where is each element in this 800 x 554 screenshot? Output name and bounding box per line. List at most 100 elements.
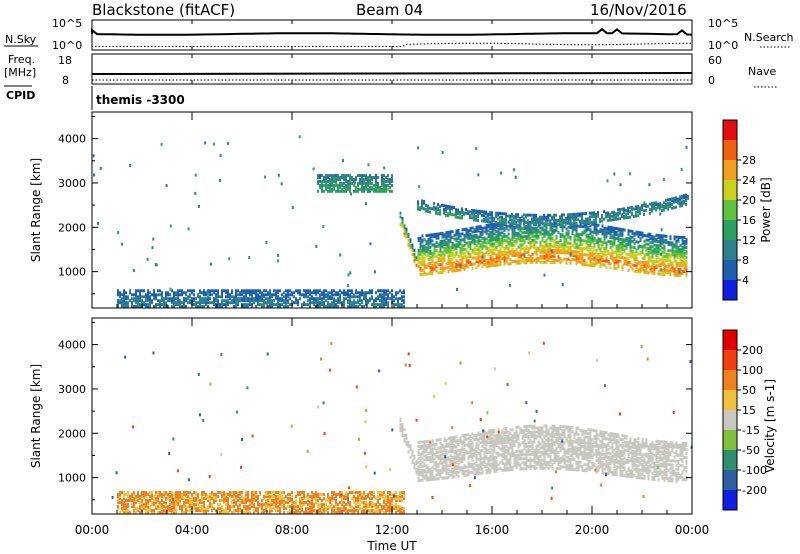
- power-cell-main-ionospheric-band: [531, 258, 534, 262]
- velocity-cell-near-range-scatter: [373, 505, 375, 509]
- power-cell-e-f-layer-scatter: [377, 185, 379, 189]
- velocity-cell-ground-scatter: [443, 439, 446, 443]
- power-cell-near-range-scatter: [327, 293, 329, 297]
- power-cell-e-f-layer-scatter: [345, 176, 347, 179]
- power-cell-main-ionospheric-band: [433, 245, 436, 249]
- power-cell-upper-band: [425, 204, 427, 207]
- power-cell-e-f-layer-scatter: [335, 189, 337, 193]
- power-cell-main-ionospheric-band: [403, 229, 406, 233]
- power-cell-near-range-scatter: [219, 303, 221, 307]
- power-cell-near-range-scatter: [343, 289, 345, 293]
- power-cell-near-range-scatter: [349, 301, 351, 305]
- velocity-cell-near-range-scatter: [147, 499, 149, 502]
- power-cell-near-range-scatter: [197, 301, 199, 305]
- power-cell-upper-band: [543, 213, 545, 217]
- power-cell-main-ionospheric-band: [519, 253, 522, 257]
- velocity-cell-near-range-scatter: [121, 491, 123, 494]
- power-cell-main-ionospheric-band: [523, 249, 526, 253]
- power-cell-main-ionospheric-band: [485, 247, 488, 251]
- power-cell-main-ionospheric-band: [515, 225, 518, 229]
- power-cell-upper-band: [649, 211, 651, 215]
- velocity-cell-ground-scatter: [449, 444, 452, 448]
- power-cell-near-range-scatter: [165, 305, 167, 309]
- power-cell-upper-band: [627, 216, 629, 219]
- velocity-cell-near-range-scatter: [155, 505, 157, 509]
- power-cell-near-range-scatter: [403, 289, 405, 293]
- power-cell-main-ionospheric-band: [563, 251, 566, 255]
- velocity-cell-near-range-scatter: [251, 497, 253, 500]
- power-cell-near-range-scatter: [261, 299, 263, 303]
- power-cell-near-range-scatter: [179, 305, 181, 309]
- power-cell-near-range-scatter: [335, 305, 337, 309]
- power-cell-main-ionospheric-band: [671, 245, 674, 249]
- velocity-cell-near-range-scatter: [313, 505, 315, 509]
- power-cell-main-ionospheric-band: [439, 239, 442, 243]
- power-cell-main-ionospheric-band: [679, 257, 682, 261]
- power-cell-e-f-layer-scatter: [341, 187, 343, 191]
- power-cell-main-ionospheric-band: [547, 234, 550, 238]
- power-cell-upper-band: [505, 218, 507, 221]
- power-cell-main-ionospheric-band: [539, 254, 542, 258]
- power-cell-near-range-scatter: [315, 305, 317, 309]
- power-cell-main-ionospheric-band: [647, 251, 650, 254]
- power-cell-main-ionospheric-band: [461, 246, 464, 250]
- power-cell-near-range-scatter: [293, 291, 295, 295]
- velocity-cell-near-range-scatter: [385, 511, 387, 515]
- velocity-cell-near-range-scatter: [323, 493, 325, 496]
- power-cell-near-range-scatter: [201, 291, 203, 295]
- velocity-cell-near-range-scatter: [349, 503, 351, 507]
- velocity-cell-near-range-scatter: [205, 497, 207, 500]
- power-cell-main-ionospheric-band: [553, 224, 556, 228]
- power-cell-main-ionospheric-band: [543, 222, 546, 226]
- power-cell-main-ionospheric-band: [663, 260, 666, 264]
- power-cell-main-ionospheric-band: [619, 233, 622, 237]
- power-cell-main-ionospheric-band: [515, 253, 518, 257]
- power-cell-main-ionospheric-band: [491, 228, 494, 232]
- power-cell-main-ionospheric-band: [493, 226, 496, 230]
- power-cell-near-range-scatter: [257, 301, 259, 305]
- power-cell-main-ionospheric-band: [603, 233, 606, 236]
- power-cell-main-ionospheric-band: [589, 242, 592, 246]
- power-cell-upper-band: [653, 201, 655, 205]
- velocity-cell-near-range-scatter: [239, 505, 241, 509]
- velocity-cell-near-range-scatter: [121, 507, 123, 511]
- power-cell-main-ionospheric-band: [491, 250, 494, 254]
- power-cell-near-range-scatter: [209, 291, 211, 295]
- power-cell-near-range-scatter: [327, 305, 329, 309]
- power-cell-upper-band: [439, 210, 441, 214]
- velocity-cell-ground-scatter: [417, 473, 420, 477]
- power-cell-main-ionospheric-band: [621, 240, 624, 244]
- power-cell-isolated: [441, 150, 444, 154]
- velocity-cell-near-range-scatter: [163, 505, 165, 509]
- power-cell-near-range-scatter: [323, 297, 325, 301]
- power-cell-main-ionospheric-band: [633, 234, 636, 238]
- power-cell-main-ionospheric-band: [519, 225, 522, 229]
- power-cell-main-ionospheric-band: [615, 245, 618, 249]
- velocity-cell-near-range-scatter: [145, 491, 147, 494]
- nsky-label: N.Sky: [5, 33, 37, 46]
- power-cell-near-range-scatter: [243, 291, 245, 295]
- power-cell-main-ionospheric-band: [593, 252, 596, 256]
- power-cell-near-range-scatter: [339, 295, 341, 299]
- power-cell-near-range-scatter: [131, 293, 133, 297]
- power-cell-upper-band: [443, 209, 445, 213]
- power-cell-near-range-scatter: [245, 291, 247, 295]
- velocity-cell-ground-scatter: [411, 453, 414, 457]
- power-cell-main-ionospheric-band: [649, 251, 652, 255]
- power-cell-near-range-scatter: [361, 301, 363, 305]
- power-cell-upper-band: [601, 216, 603, 219]
- power-cell-near-range-scatter: [231, 295, 233, 299]
- power-cell-upper-band: [479, 209, 481, 213]
- power-cell-upper-band: [567, 213, 569, 217]
- power-cell-main-ionospheric-band: [527, 249, 530, 252]
- power-cell-main-ionospheric-band: [677, 249, 680, 253]
- power-cell-near-range-scatter: [287, 299, 289, 303]
- power-cell-upper-band: [595, 214, 597, 218]
- velocity-cell-near-range-scatter: [147, 511, 149, 515]
- power-cell-e-f-layer-scatter: [329, 180, 331, 183]
- power-cell-main-ionospheric-band: [627, 253, 630, 256]
- power-cell-main-ionospheric-band: [565, 243, 568, 247]
- power-cell-main-ionospheric-band: [591, 250, 594, 254]
- power-cell-main-ionospheric-band: [501, 253, 504, 257]
- power-cell-main-ionospheric-band: [465, 263, 468, 267]
